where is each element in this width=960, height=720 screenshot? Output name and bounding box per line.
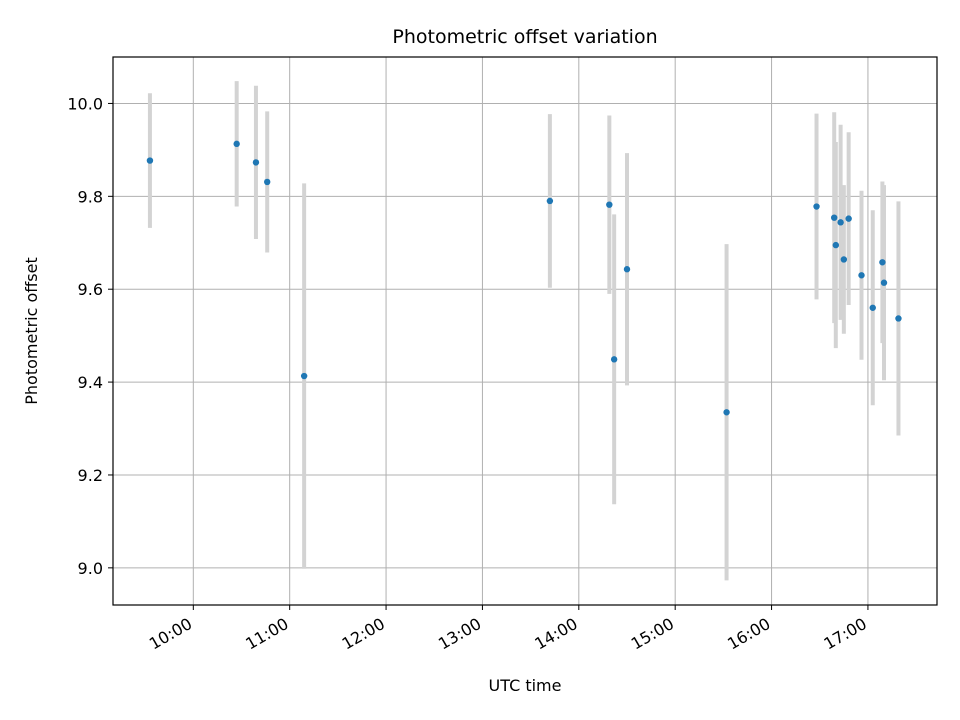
data-point — [880, 279, 888, 286]
plot-area-frame — [112, 56, 938, 606]
data-point — [723, 409, 730, 416]
y-axis-label: Photometric offset — [22, 257, 41, 405]
data-point — [610, 356, 618, 363]
data-point — [837, 219, 844, 226]
data-point — [252, 159, 260, 166]
data-points — [146, 140, 902, 416]
y-tick-label: 9.8 — [78, 187, 103, 206]
data-point — [623, 266, 631, 273]
data-point — [858, 272, 865, 279]
data-point — [546, 197, 554, 205]
data-point — [831, 214, 838, 221]
y-tick-label: 9.0 — [78, 559, 103, 578]
data-point — [606, 201, 613, 208]
data-point — [813, 203, 820, 210]
data-point — [879, 259, 886, 266]
grid — [113, 57, 937, 605]
data-point — [840, 256, 848, 263]
data-point — [832, 241, 840, 249]
y-tick-label: 9.4 — [78, 373, 103, 392]
data-point — [300, 372, 308, 380]
x-axis-label: UTC time — [489, 676, 562, 695]
chart-title: Photometric offset variation — [392, 26, 657, 48]
data-point — [895, 315, 902, 322]
data-point — [233, 140, 240, 148]
data-point — [263, 178, 271, 186]
y-tick-label: 9.2 — [78, 466, 103, 485]
data-point — [845, 215, 852, 222]
y-tick-label: 10.0 — [67, 94, 103, 113]
y-tick-label: 9.6 — [78, 280, 103, 299]
data-point — [869, 304, 876, 311]
data-point — [146, 157, 154, 164]
